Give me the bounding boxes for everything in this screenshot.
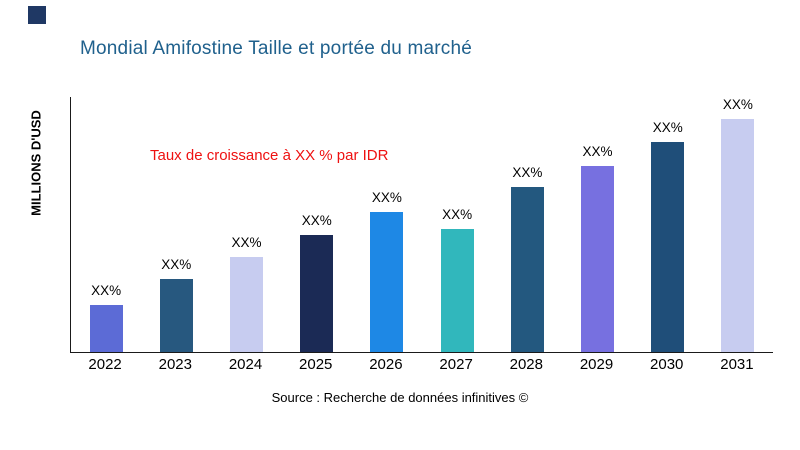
x-tick-2022: 2022: [88, 356, 122, 373]
bar-2030: [651, 142, 685, 352]
bar-2029: [581, 166, 615, 352]
x-tick-2029: 2029: [579, 356, 614, 373]
bar-group-2024: XX%: [211, 97, 281, 352]
bar-group-2028: XX%: [492, 97, 562, 352]
chart-title: Mondial Amifostine Taille et portée du m…: [80, 38, 473, 59]
bar-2024: [230, 257, 263, 352]
x-tick-2026: 2026: [369, 356, 403, 373]
bar-value-label-2025: XX%: [301, 213, 332, 228]
bar-2028: [510, 187, 544, 352]
bar-2026: [370, 212, 404, 352]
logo-square: [28, 6, 46, 24]
x-tick-2025: 2025: [299, 356, 333, 373]
bar-group-2030: XX%: [633, 97, 703, 352]
bar-value-label-2027: XX%: [442, 207, 473, 222]
bar-group-2029: XX%: [562, 97, 632, 352]
bar-value-label-2024: XX%: [231, 235, 262, 250]
growth-rate-annotation: Taux de croissance à XX % par IDR: [150, 147, 389, 164]
bar-group-2022: XX%: [71, 97, 141, 352]
x-tick-2028: 2028: [509, 356, 543, 373]
bar-value-label-2026: XX%: [371, 190, 402, 205]
x-tick-2031: 2031: [720, 356, 754, 373]
bar-2031: [721, 119, 755, 352]
bar-2022: [89, 305, 123, 352]
bar-value-label-2029: XX%: [582, 144, 613, 159]
bar-2027: [440, 229, 474, 352]
bar-group-2025: XX%: [282, 97, 352, 352]
bar-group-2026: XX%: [352, 97, 422, 352]
bar-group-2023: XX%: [141, 97, 211, 352]
bar-group-2027: XX%: [422, 97, 492, 352]
y-axis-label: MILLIONS D'USD: [28, 110, 44, 216]
source-attribution: Source : Recherche de données infinitive…: [271, 390, 529, 405]
bar-value-label-2031: XX%: [722, 97, 753, 112]
x-tick-2027: 2027: [439, 356, 473, 373]
bar-value-label-2022: XX%: [91, 283, 122, 298]
bar-group-2031: XX%: [703, 97, 773, 352]
x-axis-labels: 2022 2023 2024 2025 2026 2027 2028 2029 2030 2031: [70, 356, 772, 373]
bar-value-label-2028: XX%: [512, 165, 543, 180]
x-tick-2023: 2023: [158, 356, 192, 373]
x-tick-2030: 2030: [650, 356, 684, 373]
bar-value-label-2030: XX%: [652, 120, 683, 135]
bar-value-label-2023: XX%: [161, 257, 192, 272]
bar-2023: [159, 279, 193, 352]
bar-chart-plot-area: XX% XX% XX% XX% XX% XX% XX% XX% XX% XX%: [70, 97, 773, 353]
x-tick-2024: 2024: [228, 356, 263, 373]
bar-2025: [300, 235, 334, 352]
